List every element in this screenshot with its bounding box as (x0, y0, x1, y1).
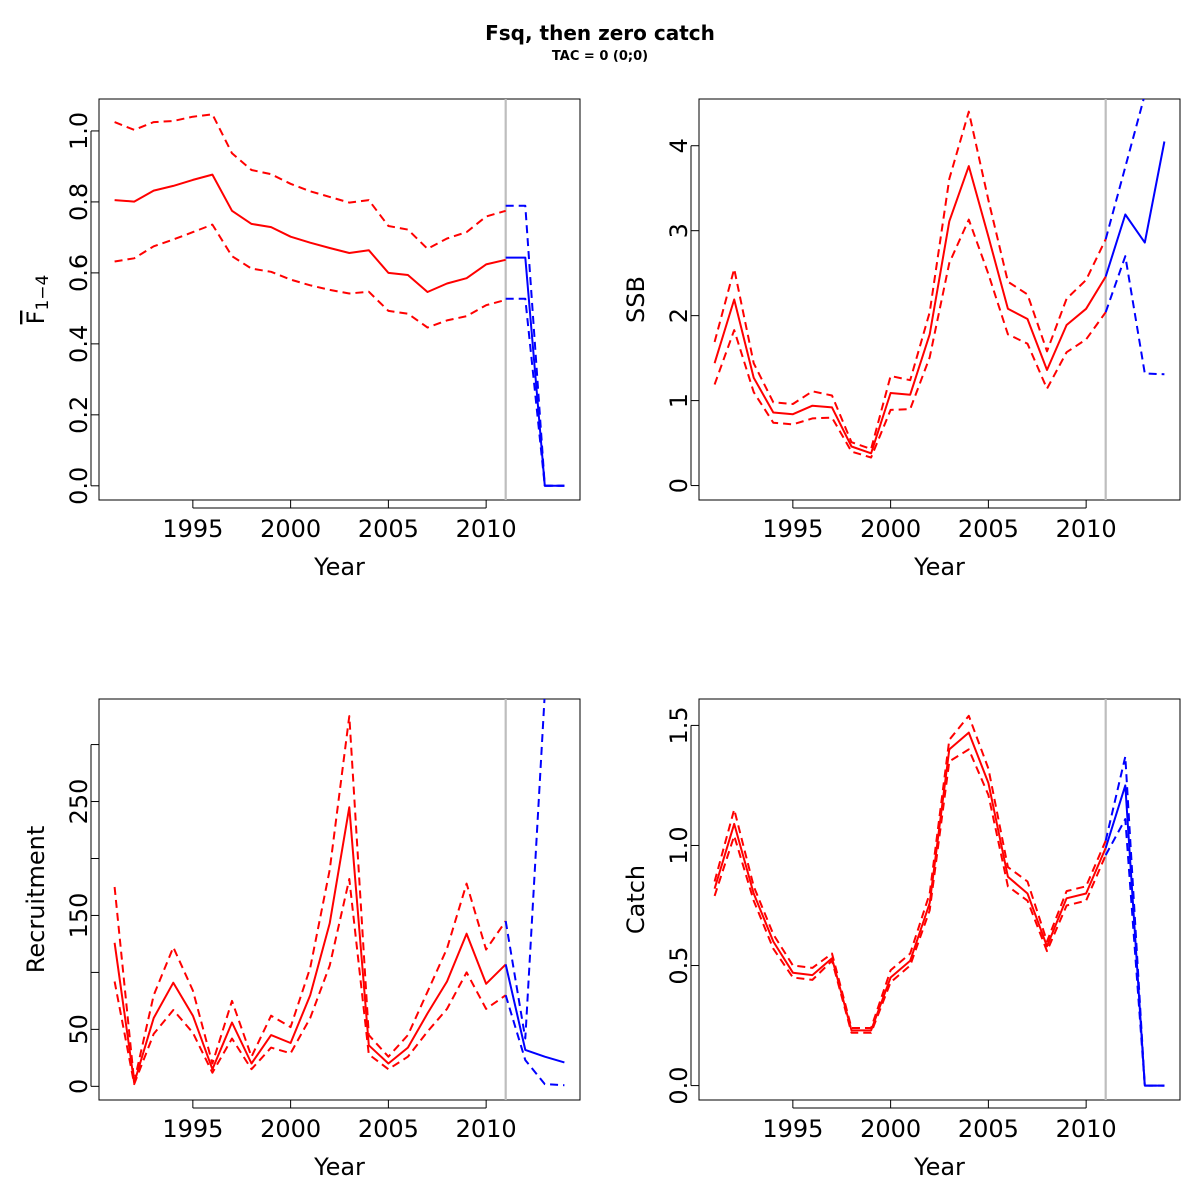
fbar-y-axis-label: F1−4 (22, 275, 53, 325)
catch-history-estimate-line (713, 731, 1107, 1032)
ssb-y-tick-label: 2 (665, 308, 693, 323)
catch-x-tick-label: 2005 (958, 1115, 1019, 1143)
recruitment-x-tick-label: 2000 (260, 1115, 321, 1143)
ssb-forecast-bound-line (1104, 255, 1165, 376)
ssb-y-axis-label: SSB (622, 276, 650, 323)
ssb-y-tick-label: 4 (665, 138, 693, 153)
fbar-y-tick-label: 0.0 (65, 467, 93, 505)
recruitment-x-tick-label: 2005 (358, 1115, 419, 1143)
catch-history-bound-line (713, 748, 1107, 1034)
catch-panel: 1995 2000 2005 2010 0.0 0.5 1.0 1.5 Year Catch (622, 698, 1181, 1181)
recruitment-x-tick-label: 2010 (456, 1115, 517, 1143)
fbar-y-axis-label-subscript: 1−4 (33, 275, 53, 311)
recruitment-x-tick-label: 1995 (162, 1115, 223, 1143)
recruitment-y-tick-label: 150 (65, 893, 93, 939)
fbar-panel: 1995 2000 2005 2010 0.0 0.2 0.4 0.6 0.8 1.0 Year F1… (22, 98, 581, 581)
ssb-panel: 1995 2000 2005 2010 0 1 2 3 4 Year SSB (622, 98, 1181, 581)
ssb-y-tick-label: 0 (665, 478, 693, 493)
ssb-x-tick-label: 2010 (1056, 515, 1117, 543)
recruitment-y-tick-label: 50 (65, 1014, 93, 1045)
ssb-y-axis-label-main: SSB (622, 276, 650, 323)
ssb-y-tick-label: 3 (665, 223, 693, 238)
catch-forecast-bound-line (1104, 755, 1165, 1087)
fbar-plot-frame (98, 98, 581, 501)
fbar-x-axis-label: Year (313, 553, 365, 581)
catch-y-axis-label: Catch (622, 865, 650, 934)
ssb-series-group (713, 99, 1166, 459)
fbar-series-group (114, 113, 565, 487)
recruitment-y-axis-label: Recruitment (22, 826, 50, 973)
catch-y-tick-label: 0.0 (665, 1067, 693, 1105)
fbar-history-bound-line (114, 113, 506, 250)
recruitment-plot-frame (98, 698, 581, 1101)
recruitment-forecast-bound-line (504, 994, 565, 1087)
recruitment-panel: 1995 2000 2005 2010 0 50 150 250 Year Recruitment (22, 698, 581, 1181)
fbar-forecast-bound-line (505, 204, 565, 487)
catch-y-tick-label: 1.5 (665, 706, 693, 744)
catch-forecast-bound-line (1104, 818, 1165, 1087)
catch-plot-frame (698, 698, 1181, 1101)
recruitment-y-tick-label: 250 (65, 779, 93, 825)
fbar-x-tick-label: 2010 (456, 515, 517, 543)
recruitment-history-bound-line (113, 878, 507, 1086)
recruitment-y-tick-label: 0 (65, 1079, 93, 1094)
catch-y-axis-label-main: Catch (622, 865, 650, 934)
recruitment-series-group (113, 699, 565, 1087)
ssb-x-axis-label: Year (913, 553, 965, 581)
catch-x-tick-label: 2000 (860, 1115, 921, 1143)
recruitment-history-bound-line (113, 715, 507, 1083)
fbar-y-tick-label: 0.8 (65, 183, 93, 221)
catch-y-tick-label: 1.0 (665, 826, 693, 864)
recruitment-forecast-bound-line (504, 699, 546, 1040)
fbar-y-tick-label: 1.0 (65, 112, 93, 150)
ssb-x-tick-label: 2005 (958, 515, 1019, 543)
catch-x-axis-label: Year (913, 1153, 965, 1181)
fbar-x-tick-label: 1995 (162, 515, 223, 543)
recruitment-forecast-estimate-line (504, 964, 565, 1064)
recruitment-history-estimate-line (113, 806, 507, 1084)
fbar-forecast-estimate-line (505, 256, 565, 487)
ssb-x-tick-label: 1995 (762, 515, 823, 543)
figure-subtitle: TAC = 0 (0;0) (552, 49, 648, 64)
fbar-history-estimate-line (114, 173, 506, 293)
catch-history-bound-line (713, 714, 1107, 1029)
fbar-y-tick-label: 0.6 (65, 254, 93, 292)
fbar-y-axis-label-main: F (22, 311, 50, 325)
ssb-x-tick-label: 2000 (860, 515, 921, 543)
fbar-x-tick-label: 2005 (358, 515, 419, 543)
ssb-y-tick-label: 1 (665, 393, 693, 408)
ssb-forecast-estimate-line (1104, 141, 1166, 277)
fbar-x-tick-label: 2000 (260, 515, 321, 543)
ssb-history-estimate-line (713, 165, 1107, 455)
catch-x-tick-label: 1995 (762, 1115, 823, 1143)
ssb-history-bound-line (713, 110, 1107, 450)
figure-title: Fsq, then zero catch (485, 21, 715, 45)
catch-x-tick-label: 2010 (1056, 1115, 1117, 1143)
fbar-history-bound-line (114, 223, 506, 329)
fbar-y-tick-label: 0.2 (65, 396, 93, 434)
catch-y-tick-label: 0.5 (665, 946, 693, 984)
ssb-plot-frame (698, 98, 1181, 501)
recruitment-x-axis-label: Year (313, 1153, 365, 1181)
catch-series-group (713, 714, 1165, 1087)
fbar-y-tick-label: 0.4 (65, 325, 93, 363)
recruitment-y-axis-label-main: Recruitment (22, 826, 50, 973)
